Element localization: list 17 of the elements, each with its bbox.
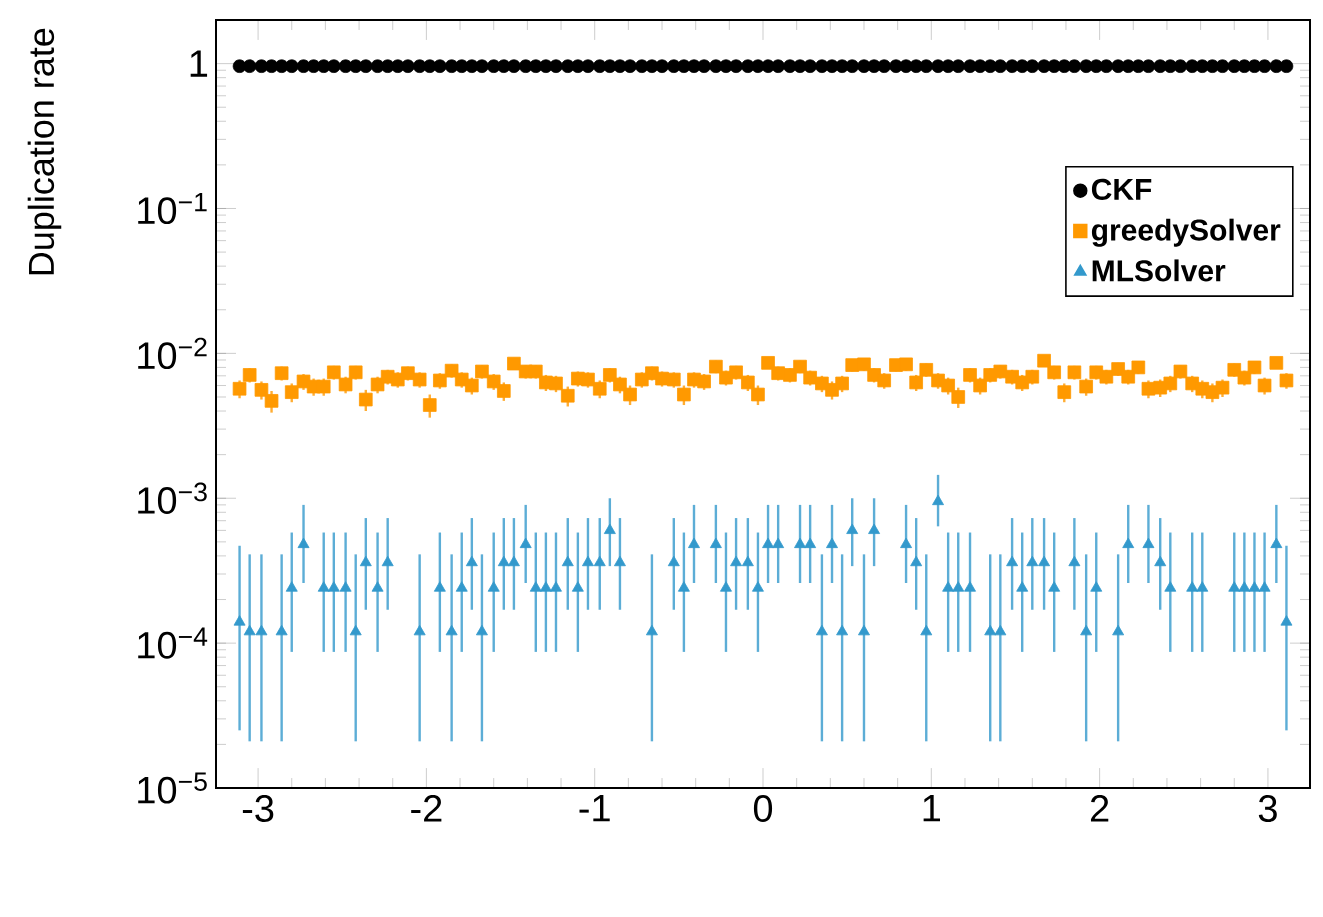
y-tick-label: 10$^{−3}$ (138, 482, 207, 514)
x-tick-label: -3 (242, 795, 274, 822)
x-tick-label: -2 (411, 795, 442, 822)
y-tick-label: 10$^{−2}$ (138, 337, 207, 370)
y-axis-title: Duplication rate (27, 28, 62, 275)
legend-label: greedySolver (1091, 218, 1281, 247)
x-tick-label: -1 (579, 795, 610, 822)
x-tick-label: 1 (923, 795, 941, 822)
x-tick-label: 0 (753, 795, 773, 822)
y-tick-label: 10$^{−5}$ (138, 772, 207, 804)
x-tick-label: 2 (1090, 795, 1109, 822)
x-tick-label: 3 (1258, 795, 1277, 822)
y-tick-label: 10$^{−4}$ (138, 627, 208, 659)
legend-label: MLSolver (1092, 259, 1226, 282)
y-tick-label: 10$^{−1}$ (138, 192, 207, 225)
y-tick-label: 1 (190, 50, 208, 77)
legend-label: CKF (1091, 178, 1152, 200)
